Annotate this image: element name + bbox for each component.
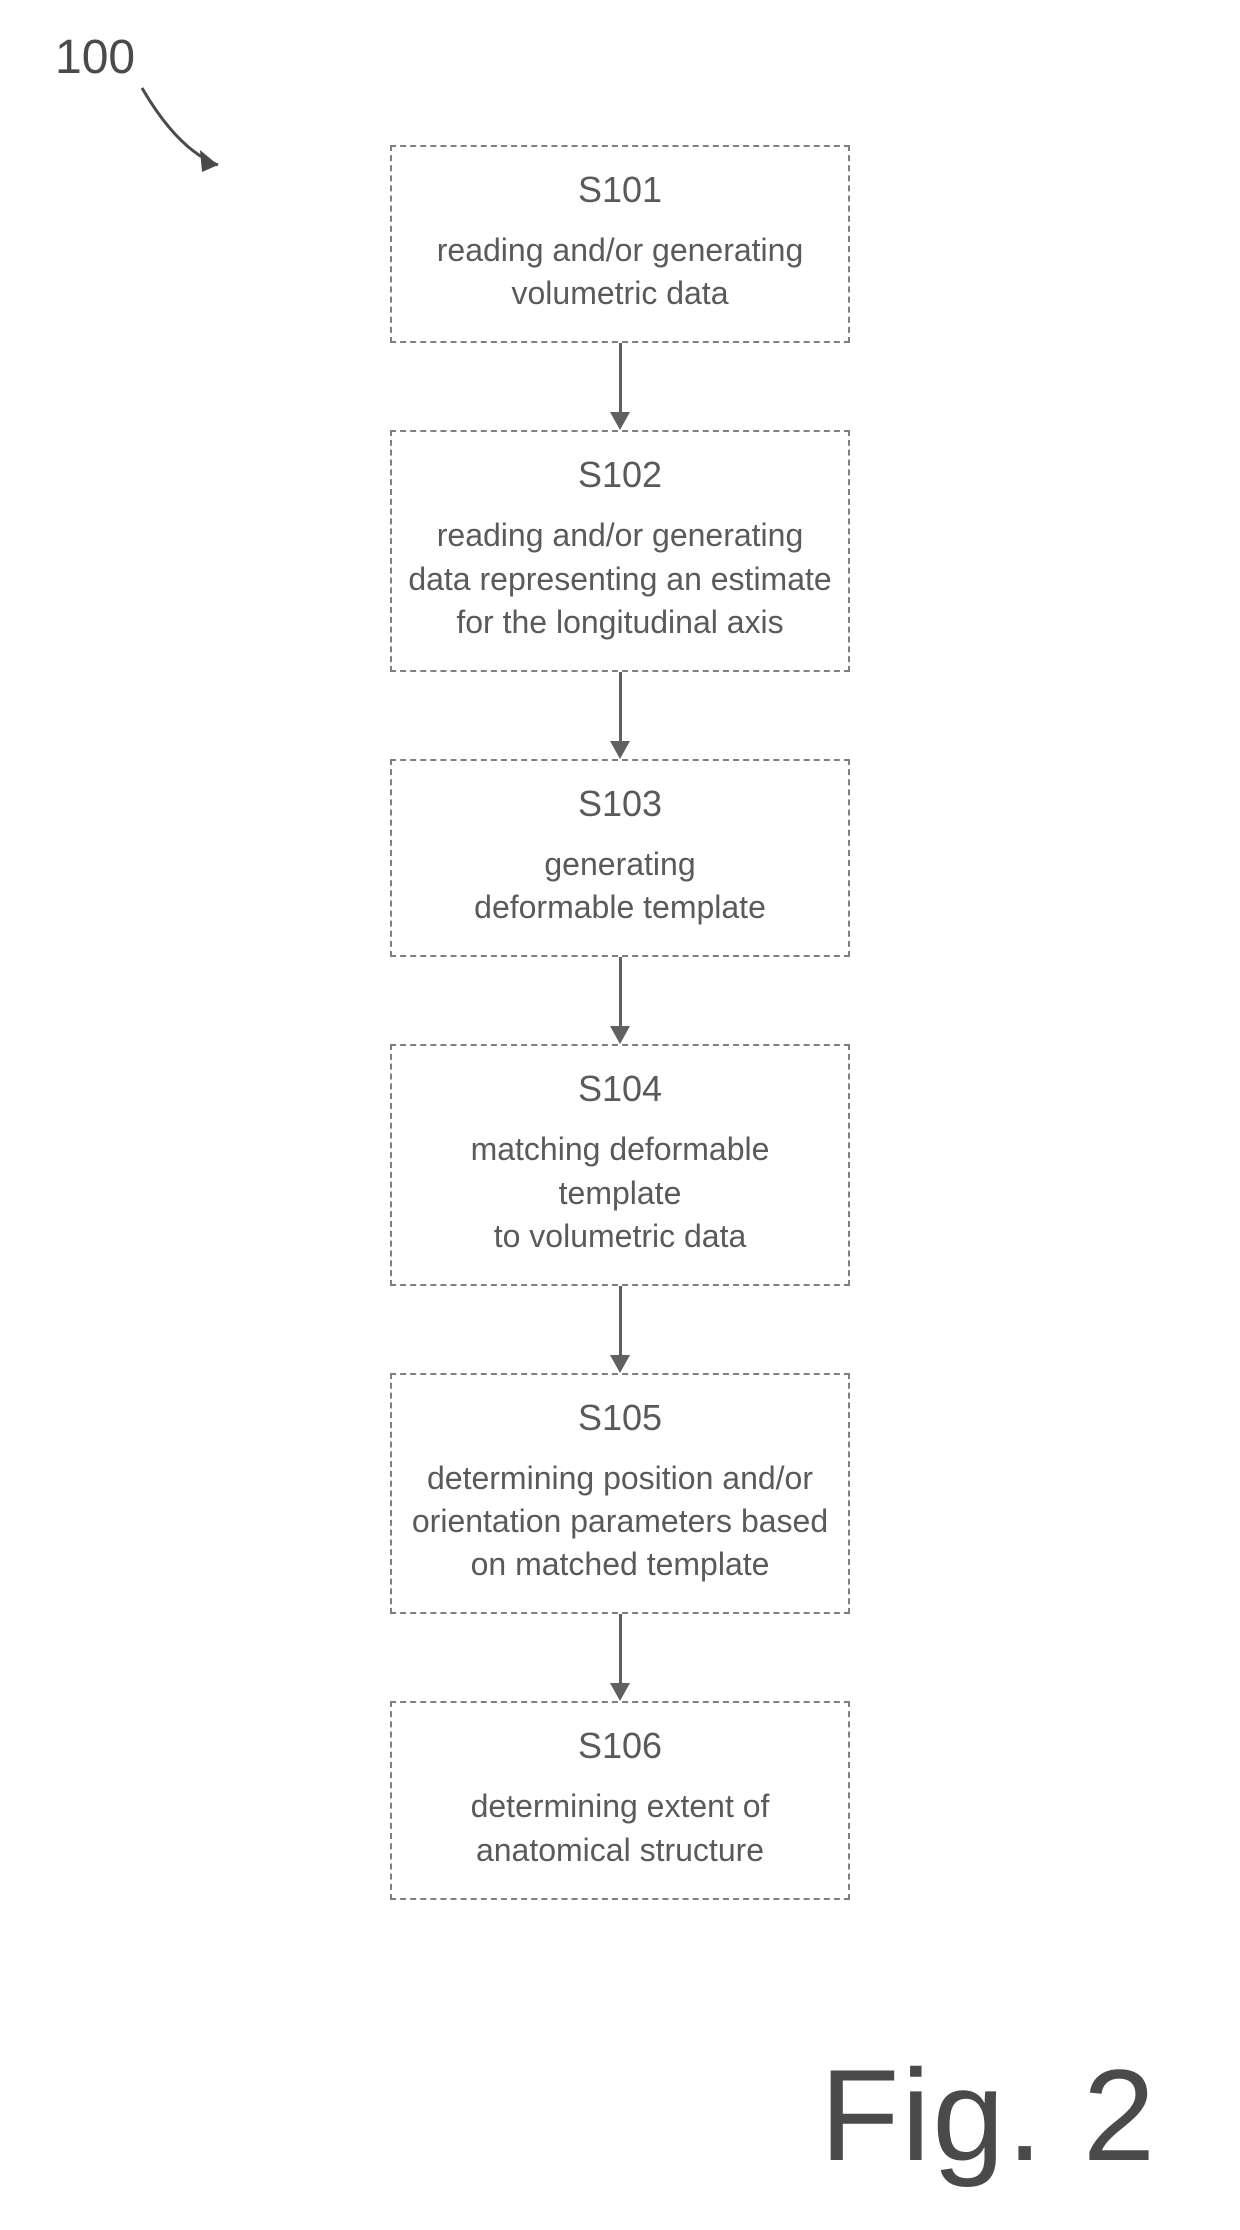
reference-arrow [130, 80, 250, 190]
flow-step-s102: S102 reading and/or generatingdata repres… [390, 430, 850, 672]
step-text: matching deformable templateto volumetri… [406, 1128, 834, 1258]
flow-step-s105: S105 determining position and/ororientati… [390, 1373, 850, 1615]
step-id: S101 [406, 169, 834, 211]
reference-label: 100 [55, 30, 135, 85]
step-text: generatingdeformable template [406, 843, 834, 929]
step-id: S105 [406, 1397, 834, 1439]
connector-arrow [610, 1286, 630, 1373]
connector-arrow [610, 343, 630, 430]
flow-step-s106: S106 determining extent ofanatomical stru… [390, 1701, 850, 1899]
connector-arrow [610, 957, 630, 1044]
step-id: S102 [406, 454, 834, 496]
step-text: determining position and/ororientation p… [406, 1457, 834, 1587]
flow-step-s103: S103 generatingdeformable template [390, 759, 850, 957]
connector-arrow [610, 1614, 630, 1701]
connector-arrow [610, 672, 630, 759]
step-text: reading and/or generatingvolumetric data [406, 229, 834, 315]
flow-step-s101: S101 reading and/or generatingvolumetric … [390, 145, 850, 343]
step-text: determining extent ofanatomical structur… [406, 1785, 834, 1871]
step-id: S104 [406, 1068, 834, 1110]
flowchart: S101 reading and/or generatingvolumetric … [375, 145, 865, 1900]
step-id: S103 [406, 783, 834, 825]
flow-step-s104: S104 matching deformable templateto volum… [390, 1044, 850, 1286]
step-id: S106 [406, 1725, 834, 1767]
figure-caption: Fig. 2 [820, 2040, 1157, 2190]
step-text: reading and/or generatingdata representi… [406, 514, 834, 644]
